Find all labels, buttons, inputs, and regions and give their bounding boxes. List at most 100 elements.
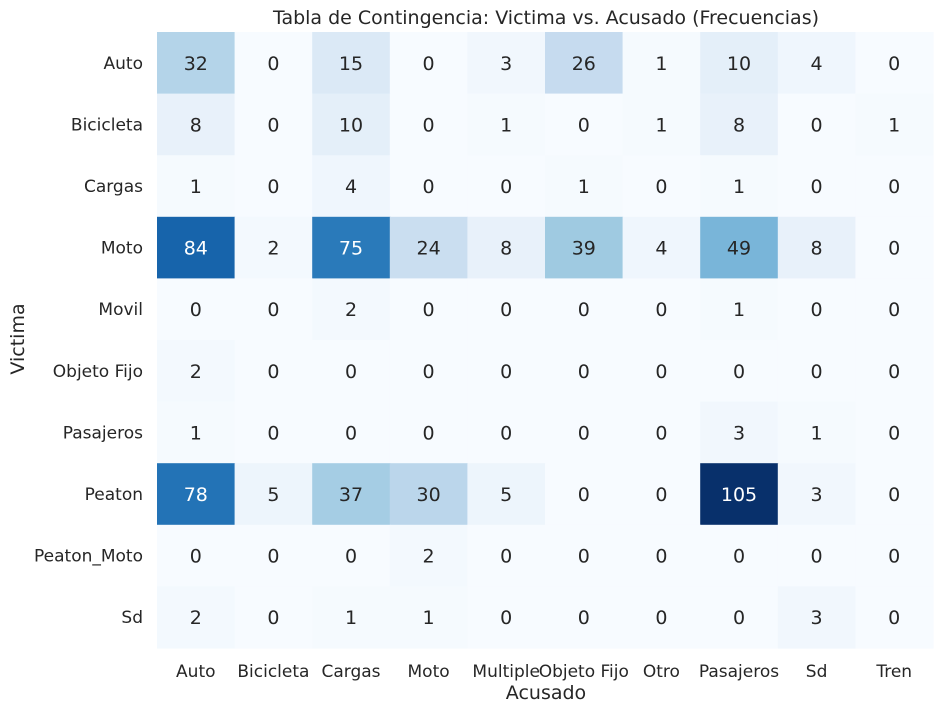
heatmap-cell xyxy=(157,32,236,95)
heatmap-cell xyxy=(389,401,468,464)
cell-value-label: 0 xyxy=(888,299,900,321)
cell-value-label: 8 xyxy=(190,114,202,136)
cell-value-label: 0 xyxy=(578,114,590,136)
heatmap-cell xyxy=(467,93,546,156)
heatmap-cell xyxy=(545,524,624,587)
heatmap-cell xyxy=(312,586,391,649)
heatmap-cell xyxy=(234,32,313,95)
cell-value-label: 0 xyxy=(267,176,279,198)
heatmap-cell xyxy=(234,278,313,341)
heatmap-cell xyxy=(700,463,779,526)
heatmap-cell xyxy=(312,216,391,279)
heatmap-cell xyxy=(389,586,468,649)
cell-value-label: 39 xyxy=(572,238,596,260)
heatmap-cell xyxy=(312,340,391,403)
heatmap-cell xyxy=(777,155,856,218)
cell-value-label: 26 xyxy=(572,53,596,75)
cell-value-label: 0 xyxy=(733,607,745,629)
cell-value-label: 75 xyxy=(339,238,363,260)
cell-value-label: 0 xyxy=(500,361,512,383)
heatmap-cell xyxy=(545,401,624,464)
heatmap-cell xyxy=(545,463,624,526)
cell-value-label: 1 xyxy=(733,176,745,198)
x-tick-label: Pasajeros xyxy=(699,662,779,682)
heatmap-cell xyxy=(389,524,468,587)
heatmap-cell xyxy=(700,155,779,218)
heatmap-cell xyxy=(622,401,701,464)
cell-value-label: 0 xyxy=(811,546,823,568)
cell-value-label: 1 xyxy=(190,176,202,198)
heatmap-cell xyxy=(312,524,391,587)
heatmap-cell xyxy=(545,32,624,95)
heatmap-cell xyxy=(467,524,546,587)
cell-value-label: 3 xyxy=(733,422,745,444)
y-tick-label: Movil xyxy=(98,300,143,320)
heatmap-cell xyxy=(777,32,856,95)
cell-value-label: 0 xyxy=(345,361,357,383)
heatmap-cell xyxy=(234,216,313,279)
y-tick-label: Pasajeros xyxy=(63,423,143,443)
cell-value-label: 0 xyxy=(578,546,590,568)
cell-value-label: 0 xyxy=(190,299,202,321)
cell-value-label: 0 xyxy=(811,361,823,383)
cell-value-label: 4 xyxy=(655,238,667,260)
x-tick-label: Tren xyxy=(875,662,912,682)
x-tick-label: Multiple xyxy=(472,662,540,682)
heatmap-cell xyxy=(157,278,236,341)
heatmap-cell xyxy=(234,586,313,649)
heatmap-cell xyxy=(312,401,391,464)
cell-value-label: 0 xyxy=(578,299,590,321)
cell-value-label: 0 xyxy=(500,546,512,568)
cell-value-label: 0 xyxy=(733,546,745,568)
heatmap-cell xyxy=(389,340,468,403)
heatmap-cell xyxy=(467,401,546,464)
cell-value-label: 1 xyxy=(423,607,435,629)
heatmap-cell xyxy=(700,340,779,403)
cell-value-label: 0 xyxy=(811,299,823,321)
cell-value-label: 0 xyxy=(267,546,279,568)
heatmap-cell xyxy=(467,32,546,95)
heatmap-cell xyxy=(545,155,624,218)
heatmap-cell xyxy=(855,155,934,218)
cell-value-label: 0 xyxy=(267,53,279,75)
heatmap-cell xyxy=(467,340,546,403)
x-tick-label: Bicicleta xyxy=(237,662,309,682)
x-tick-label: Objeto Fijo xyxy=(539,662,629,682)
cell-value-label: 0 xyxy=(345,546,357,568)
cell-value-label: 2 xyxy=(190,361,202,383)
heatmap-cell xyxy=(855,32,934,95)
heatmap-cell xyxy=(157,340,236,403)
y-tick-label: Auto xyxy=(104,54,143,74)
cell-value-label: 0 xyxy=(578,484,590,506)
heatmap-cell xyxy=(157,216,236,279)
cell-value-label: 4 xyxy=(345,176,357,198)
heatmap-cell xyxy=(855,93,934,156)
heatmap-cell xyxy=(622,32,701,95)
heatmap-cell xyxy=(157,155,236,218)
cell-value-label: 5 xyxy=(500,484,512,506)
cell-value-label: 5 xyxy=(267,484,279,506)
heatmap-cell xyxy=(389,216,468,279)
heatmap-cell xyxy=(312,463,391,526)
heatmap-cell xyxy=(777,278,856,341)
x-tick-label: Otro xyxy=(643,662,680,682)
heatmap-cell xyxy=(157,463,236,526)
heatmap-cell xyxy=(467,278,546,341)
heatmap-cell xyxy=(157,586,236,649)
cell-value-label: 0 xyxy=(423,299,435,321)
heatmap-cell xyxy=(545,278,624,341)
heatmap-cell xyxy=(622,586,701,649)
cell-value-label: 0 xyxy=(888,238,900,260)
cell-value-label: 8 xyxy=(811,238,823,260)
cell-value-label: 1 xyxy=(733,299,745,321)
cell-value-label: 1 xyxy=(655,53,667,75)
cell-value-label: 15 xyxy=(339,53,363,75)
heatmap-cell xyxy=(545,216,624,279)
heatmap-cell xyxy=(312,155,391,218)
cell-value-label: 0 xyxy=(500,422,512,444)
heatmap-cell xyxy=(700,524,779,587)
cell-value-label: 0 xyxy=(655,484,667,506)
cell-value-label: 0 xyxy=(733,361,745,383)
